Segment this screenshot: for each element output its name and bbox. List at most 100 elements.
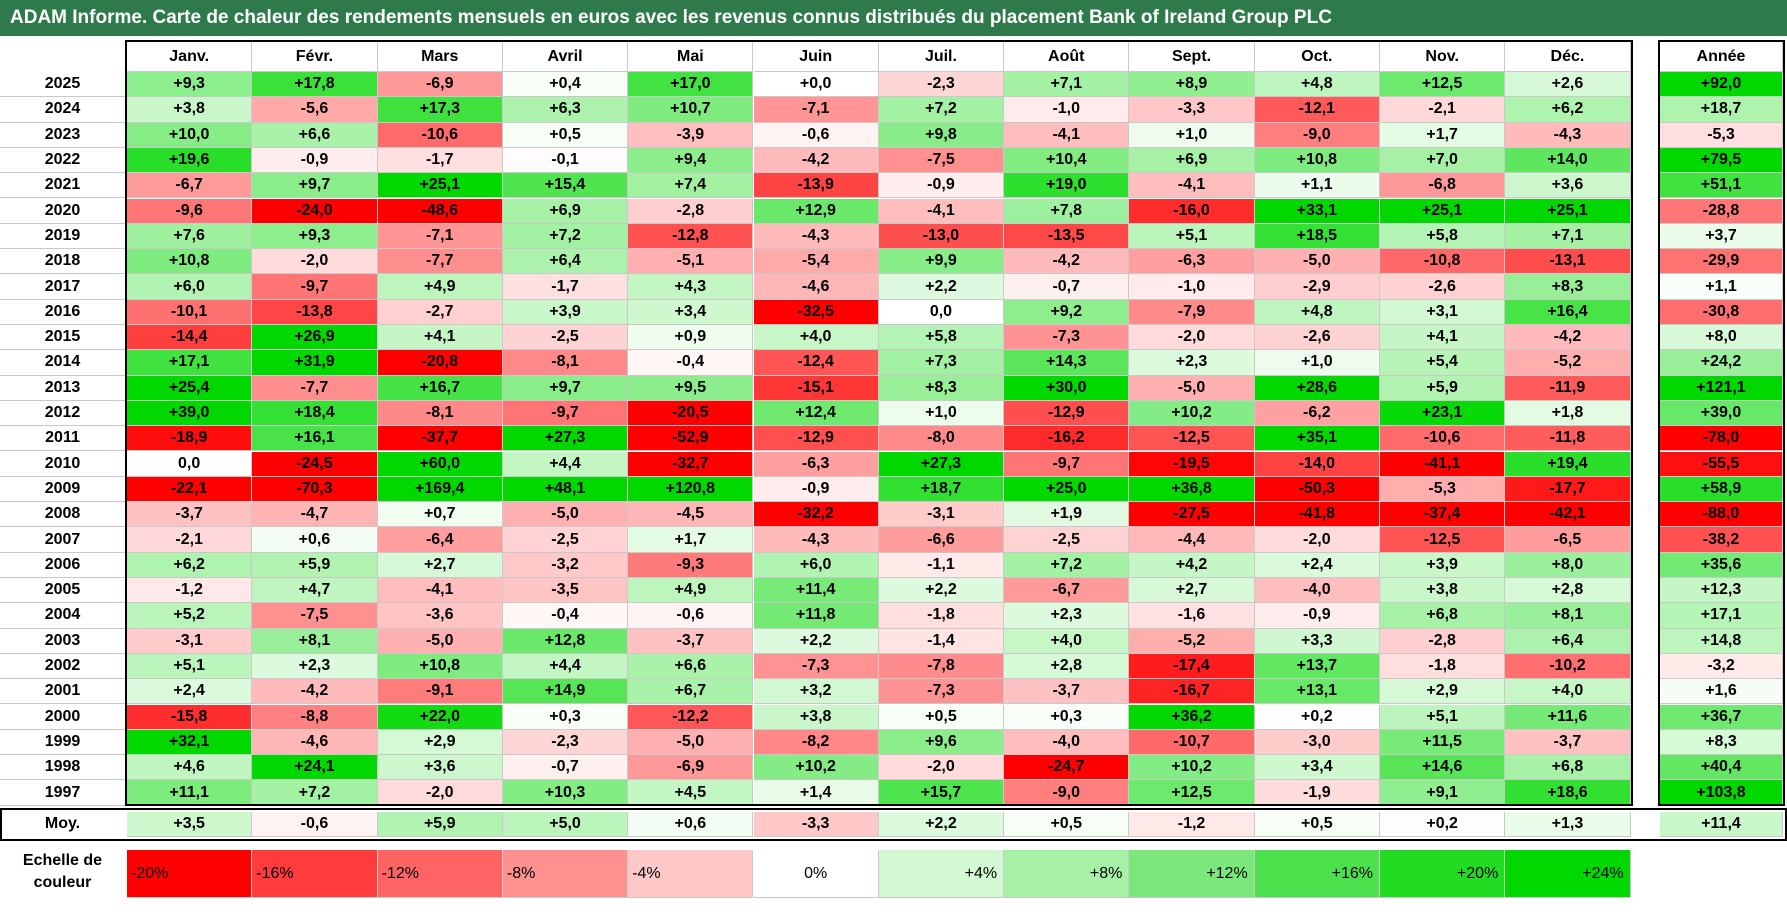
heatmap-cell: +8,1 <box>252 628 378 654</box>
heatmap-cell: +32,1 <box>127 729 253 756</box>
heatmap-cell: +3,6 <box>1505 173 1631 199</box>
heatmap-cell: +11,5 <box>1380 729 1506 756</box>
year-total-cell: +39,0 <box>1660 400 1783 427</box>
heatmap-cell: +7,1 <box>1004 72 1130 98</box>
heatmap-cell: +11,6 <box>1505 704 1631 730</box>
month-header-sept: Sept. <box>1129 42 1255 72</box>
heatmap-cell: -13,9 <box>753 173 879 199</box>
heatmap-cell: +10,8 <box>377 653 503 680</box>
year-total-cell: -3,2 <box>1660 653 1783 680</box>
heatmap-cell: +3,3 <box>1254 628 1380 654</box>
heatmap-cell: -15,1 <box>753 375 879 401</box>
heatmap-cell: -9,7 <box>1004 451 1130 477</box>
heatmap-cell: -22,1 <box>127 476 253 503</box>
year-total-cell: -88,0 <box>1660 502 1783 528</box>
heatmap-cell: -6,5 <box>1505 527 1631 553</box>
heatmap-cell: +16,4 <box>1505 299 1631 325</box>
heatmap-cell: -6,7 <box>127 173 253 199</box>
average-row-label: Moy. <box>0 808 125 841</box>
color-scale-swatch: +12% <box>1129 850 1255 898</box>
heatmap-cell: +6,7 <box>628 679 754 705</box>
heatmap-cell: +9,3 <box>127 72 253 98</box>
heatmap-cell: +2,2 <box>878 578 1005 604</box>
heatmap-cell: +24,1 <box>252 755 378 781</box>
year-total-cell: +58,9 <box>1660 476 1783 503</box>
heatmap-cell: -4,1 <box>878 198 1005 224</box>
heatmap-cell: +27,3 <box>878 451 1005 477</box>
heatmap-cell: +7,6 <box>127 223 253 250</box>
heatmap-cell: -7,7 <box>377 249 503 275</box>
row-label-2011: 2011 <box>0 426 125 452</box>
heatmap-cell: -13,8 <box>252 299 378 325</box>
heatmap-cell: +11,8 <box>753 603 879 629</box>
average-cell: +2,2 <box>878 812 1005 837</box>
heatmap-cell: +7,8 <box>1004 198 1130 224</box>
heatmap-cell: -3,9 <box>628 122 754 148</box>
heatmap-cell: +2,4 <box>127 679 253 705</box>
heatmap-cell: -5,4 <box>753 249 879 275</box>
heatmap-cell: +3,1 <box>1380 299 1506 325</box>
heatmap-cell: -2,5 <box>1004 527 1130 553</box>
heatmap-cell: -10,2 <box>1505 653 1631 680</box>
heatmap-cell: -4,2 <box>252 679 378 705</box>
heatmap-cell: +10,2 <box>1129 755 1255 781</box>
heatmap-cell: +12,5 <box>1380 72 1506 98</box>
heatmap-cell: -32,7 <box>628 451 754 477</box>
heatmap-cell: -12,5 <box>1129 426 1255 452</box>
heatmap-cell: -19,5 <box>1129 451 1255 477</box>
heatmap-cell: +31,9 <box>252 350 378 376</box>
year-total-cell: -78,0 <box>1660 426 1783 452</box>
heatmap-cell: -1,7 <box>502 274 629 300</box>
heatmap-cell: +7,2 <box>502 223 629 250</box>
heatmap-cell: +9,3 <box>252 223 378 250</box>
heatmap-cell: -6,8 <box>1380 173 1506 199</box>
heatmap-cell: -3,5 <box>502 578 629 604</box>
heatmap-cell: -3,3 <box>1129 97 1255 123</box>
heatmap-cell: +12,8 <box>502 628 629 654</box>
heatmap-cell: -8,0 <box>878 426 1005 452</box>
year-total-header: Année <box>1660 42 1783 72</box>
heatmap-cell: -4,1 <box>1129 173 1255 199</box>
heatmap-cell: -37,4 <box>1380 502 1506 528</box>
heatmap-cell: -8,1 <box>502 350 629 376</box>
heatmap-cell: -2,6 <box>1254 325 1380 351</box>
heatmap-cell: -16,2 <box>1004 426 1130 452</box>
heatmap-cell: +9,1 <box>1380 780 1506 806</box>
heatmap-cell: +12,5 <box>1129 780 1255 806</box>
heatmap-cell: -2,1 <box>1380 97 1506 123</box>
heatmap-cell: -7,5 <box>878 147 1005 174</box>
heatmap-cell: -0,7 <box>502 755 629 781</box>
heatmap-cell: +0,0 <box>753 72 879 98</box>
heatmap-cell: 0,0 <box>878 299 1005 325</box>
heatmap-cell: -2,5 <box>502 325 629 351</box>
row-label-2015: 2015 <box>0 325 125 351</box>
heatmap-cell: -6,4 <box>377 527 503 553</box>
heatmap-cell: +4,1 <box>377 325 503 351</box>
heatmap-cell: +17,1 <box>127 350 253 376</box>
heatmap-cell: -9,7 <box>502 400 629 427</box>
heatmap-cell: +10,8 <box>127 249 253 275</box>
heatmap-cell: +4,0 <box>753 325 879 351</box>
heatmap-cell: -10,7 <box>1129 729 1255 756</box>
year-total-cell: +17,1 <box>1660 603 1783 629</box>
heatmap-cell: +9,8 <box>878 122 1005 148</box>
heatmap-cell: +19,6 <box>127 147 253 174</box>
heatmap-cell: -9,1 <box>377 679 503 705</box>
heatmap-cell: -3,7 <box>127 502 253 528</box>
month-header-nov: Nov. <box>1380 42 1506 72</box>
year-total-cell: -28,8 <box>1660 198 1783 224</box>
year-total-cell: +14,8 <box>1660 628 1783 654</box>
row-label-2023: 2023 <box>0 122 125 148</box>
heatmap-cell: -7,7 <box>252 375 378 401</box>
heatmap-cell: -4,5 <box>628 502 754 528</box>
heatmap-cell: +10,8 <box>1254 147 1380 174</box>
heatmap-cell: -27,5 <box>1129 502 1255 528</box>
average-cell: +3,5 <box>127 812 253 837</box>
heatmap-cell: -5,1 <box>628 249 754 275</box>
heatmap-cell: +2,9 <box>1380 679 1506 705</box>
heatmap-cell: +9,2 <box>1004 299 1130 325</box>
heatmap-cell: +1,4 <box>753 780 879 806</box>
heatmap-cell: -6,9 <box>377 72 503 98</box>
heatmap-cell: +33,1 <box>1254 198 1380 224</box>
color-scale-swatch: -8% <box>502 850 629 898</box>
